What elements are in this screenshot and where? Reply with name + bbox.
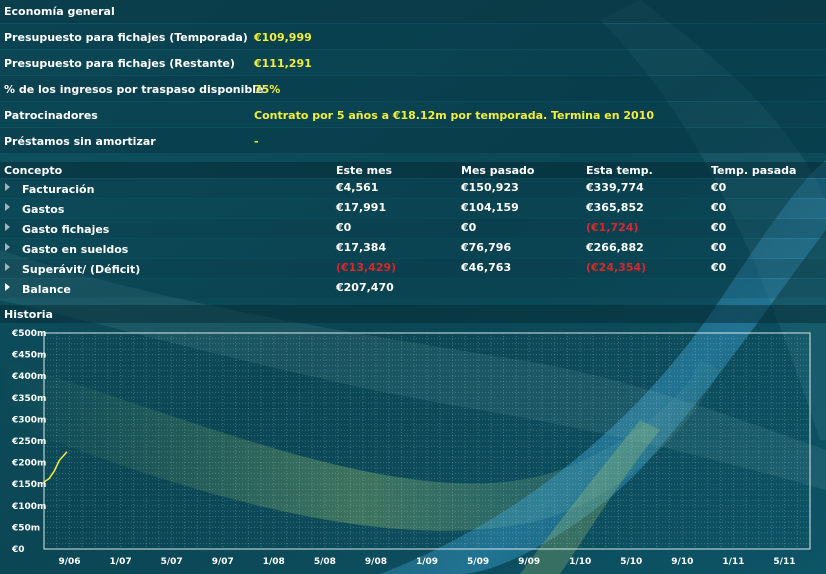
cell-last-month: €104,159 xyxy=(461,201,519,214)
chart-grid xyxy=(44,333,810,549)
y-tick-label: €100m xyxy=(11,502,46,512)
cell-this-month: €4,561 xyxy=(336,181,379,194)
column-header-this-season[interactable]: Esta temp. xyxy=(586,164,653,177)
expand-arrow-icon[interactable] xyxy=(5,263,10,271)
cell-last-season: €0 xyxy=(711,201,727,214)
budget-remaining-label: Presupuesto para fichajes (Restante) xyxy=(4,57,235,70)
transfer-income-value: 75% xyxy=(254,83,281,96)
cell-last-season: €0 xyxy=(711,181,727,194)
cell-this-season: (€1,724) xyxy=(586,221,639,234)
x-tick-label: 9/08 xyxy=(365,557,387,567)
expand-arrow-icon[interactable] xyxy=(5,183,10,191)
y-tick-label: €150m xyxy=(11,480,46,490)
y-tick-label: €200m xyxy=(11,459,46,469)
x-tick-label: 1/08 xyxy=(263,557,285,567)
cell-last-month: €46,763 xyxy=(461,261,512,274)
concept-label: Gasto fichajes xyxy=(22,223,110,236)
cell-last-season: €0 xyxy=(711,261,727,274)
x-tick-label: 1/11 xyxy=(722,557,744,567)
y-tick-label: €400m xyxy=(11,372,46,382)
section-title-general: Economía general xyxy=(4,5,115,18)
table-row[interactable] xyxy=(0,239,826,258)
table-row[interactable] xyxy=(0,179,826,198)
x-tick-label: 1/07 xyxy=(110,557,132,567)
column-header-this-month[interactable]: Este mes xyxy=(336,164,393,177)
cell-this-season: €266,882 xyxy=(586,241,644,254)
concept-label: Superávit/ (Déficit) xyxy=(22,263,141,276)
table-header-row xyxy=(0,162,826,178)
expand-arrow-icon[interactable] xyxy=(5,283,10,291)
y-axis: €500m €450m €400m €350m €300m €250m €200m €150m… xyxy=(11,329,46,555)
expand-arrow-icon[interactable] xyxy=(5,243,10,251)
concept-label: Gastos xyxy=(22,203,65,216)
info-row-bg xyxy=(0,102,826,127)
expand-arrow-icon[interactable] xyxy=(5,223,10,231)
cell-this-season: (€24,354) xyxy=(586,261,647,274)
x-axis: 9/06 1/07 5/07 9/07 1/08 5/08 9/08 1/09 5/09 9/09… xyxy=(58,557,795,567)
x-tick-label: 5/11 xyxy=(773,557,795,567)
x-tick-label: 5/08 xyxy=(314,557,336,567)
x-tick-label: 9/09 xyxy=(518,557,540,567)
sponsors-label: Patrocinadores xyxy=(4,109,98,122)
info-row-bg xyxy=(0,76,826,101)
cell-this-month: €0 xyxy=(336,221,352,234)
x-tick-label: 1/09 xyxy=(416,557,438,567)
section-title-history: Historia xyxy=(4,308,53,321)
column-header-last-month[interactable]: Mes pasado xyxy=(461,164,535,177)
cell-last-month: €76,796 xyxy=(461,241,512,254)
cell-this-season: €365,852 xyxy=(586,201,644,214)
info-row-bg xyxy=(0,24,826,49)
cell-this-season: €339,774 xyxy=(586,181,644,194)
cell-last-season: €0 xyxy=(711,221,727,234)
loans-value: - xyxy=(254,135,259,148)
loans-label: Préstamos sin amortizar xyxy=(4,135,156,148)
table-row[interactable] xyxy=(0,279,826,298)
plot-area-border xyxy=(43,332,811,550)
series-line xyxy=(43,451,68,483)
chart-series xyxy=(43,451,68,483)
concept-label: Balance xyxy=(22,283,71,296)
column-header-concept[interactable]: Concepto xyxy=(4,164,63,177)
x-tick-label: 9/06 xyxy=(58,557,80,567)
x-tick-label: 5/07 xyxy=(161,557,183,567)
cell-this-month: €207,470 xyxy=(336,281,394,294)
budget-remaining-value: €111,291 xyxy=(254,57,312,70)
y-tick-label: €250m xyxy=(11,437,46,447)
y-tick-label: €50m xyxy=(11,523,40,533)
y-tick-label: €0 xyxy=(11,545,25,555)
cell-this-month: €17,384 xyxy=(336,241,387,254)
budget-season-label: Presupuesto para fichajes (Temporada) xyxy=(4,31,248,44)
info-row-bg xyxy=(0,128,826,153)
cell-this-month: €17,991 xyxy=(336,201,387,214)
section-header-history xyxy=(0,305,826,323)
x-tick-label: 9/07 xyxy=(212,557,234,567)
x-tick-label: 5/09 xyxy=(467,557,489,567)
cell-last-month: €150,923 xyxy=(461,181,519,194)
history-chart: €500m €450m €400m €350m €300m €250m €200m €150m… xyxy=(11,329,811,567)
budget-season-value: €109,999 xyxy=(254,31,312,44)
cell-last-month: €0 xyxy=(461,221,477,234)
column-header-last-season[interactable]: Temp. pasada xyxy=(711,164,797,177)
sponsors-value: Contrato por 5 años a €18.12m por tempor… xyxy=(254,109,654,122)
x-tick-label: 5/10 xyxy=(620,557,642,567)
table-row[interactable] xyxy=(0,219,826,238)
table-row[interactable] xyxy=(0,199,826,218)
concept-label: Facturación xyxy=(22,183,95,196)
expand-arrow-icon[interactable] xyxy=(5,203,10,211)
table-row[interactable] xyxy=(0,259,826,278)
section-header-general xyxy=(0,0,826,23)
y-tick-label: €350m xyxy=(11,394,46,404)
cell-last-season: €0 xyxy=(711,241,727,254)
cell-this-month: (€13,429) xyxy=(336,261,397,274)
x-tick-label: 1/10 xyxy=(569,557,591,567)
info-row-bg xyxy=(0,50,826,75)
concept-label: Gasto en sueldos xyxy=(22,243,129,256)
transfer-income-label: % de los ingresos por traspaso disponibl… xyxy=(4,83,264,96)
x-tick-label: 9/10 xyxy=(671,557,693,567)
y-tick-label: €300m xyxy=(11,415,46,425)
y-tick-label: €500m xyxy=(11,329,46,339)
y-tick-label: €450m xyxy=(11,351,46,361)
